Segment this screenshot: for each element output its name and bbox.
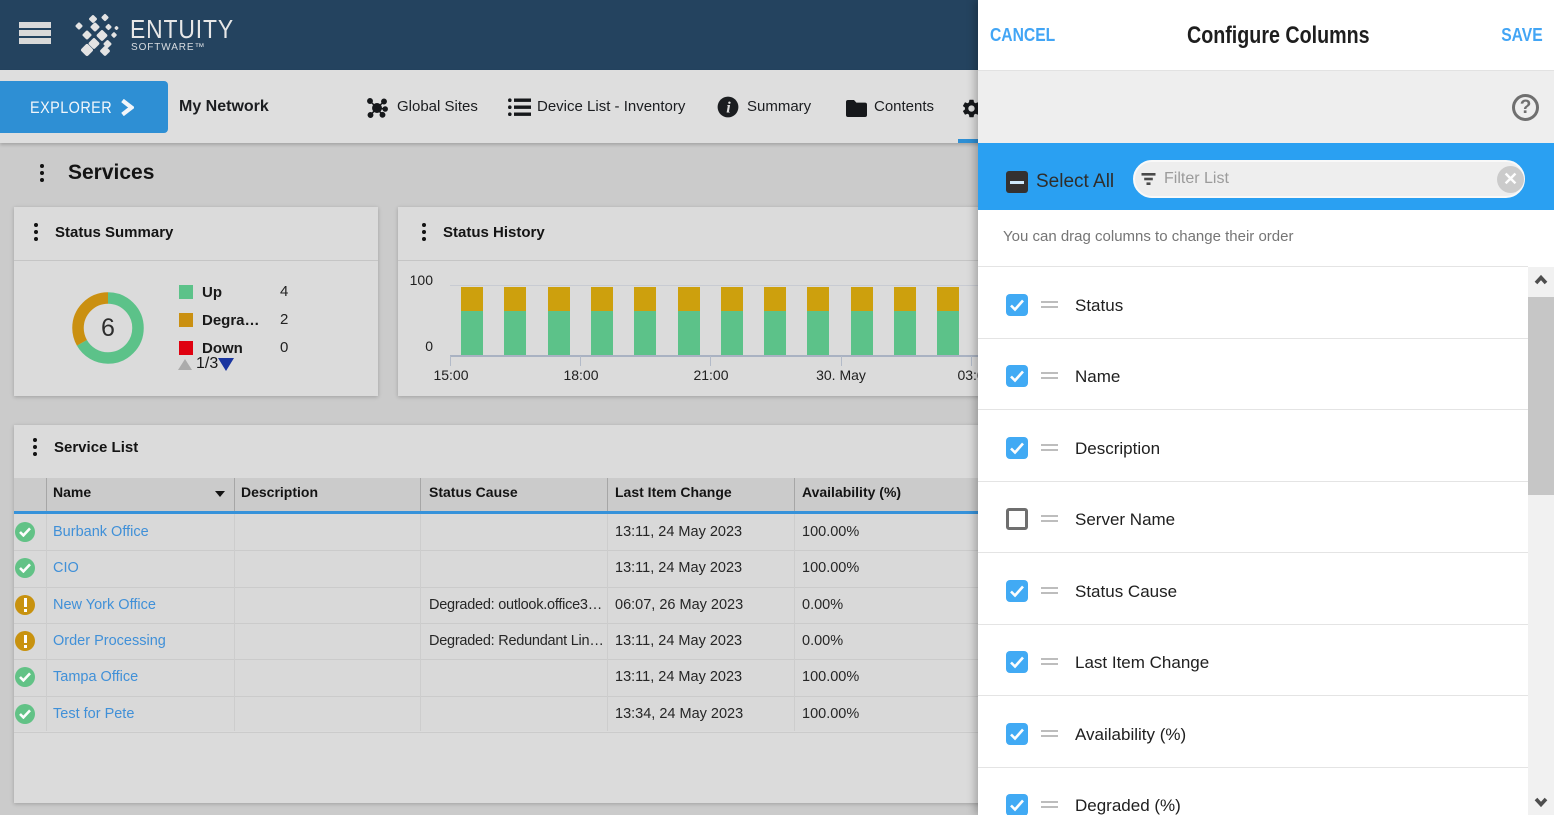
svg-text:i: i [726, 100, 731, 117]
